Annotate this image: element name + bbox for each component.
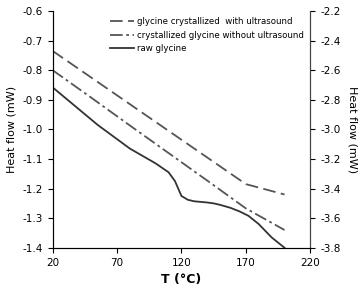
glycine crystallized  with ultrasound	[282, 193, 287, 196]
raw glycine	[173, 179, 177, 183]
Legend: glycine crystallized  with ultrasound, crystallized glycine without ultrasound, : glycine crystallized with ultrasound, cr…	[108, 15, 306, 55]
raw glycine	[166, 171, 171, 174]
glycine crystallized  with ultrasound	[89, 76, 94, 79]
glycine crystallized  with ultrasound	[128, 103, 132, 106]
raw glycine	[199, 200, 203, 204]
crystallized glycine without ultrasound	[166, 151, 171, 155]
X-axis label: T (°C): T (°C)	[161, 273, 202, 286]
raw glycine	[269, 236, 274, 239]
glycine crystallized  with ultrasound	[244, 182, 248, 186]
crystallized glycine without ultrasound	[50, 68, 55, 72]
crystallized glycine without ultrasound	[282, 228, 287, 232]
glycine crystallized  with ultrasound	[205, 156, 209, 159]
crystallized glycine without ultrasound	[89, 96, 94, 99]
raw glycine	[228, 206, 233, 209]
crystallized glycine without ultrasound	[205, 179, 209, 182]
raw glycine	[154, 162, 158, 165]
raw glycine	[95, 123, 100, 127]
glycine crystallized  with ultrasound	[50, 49, 55, 53]
raw glycine	[128, 147, 132, 150]
crystallized glycine without ultrasound	[128, 124, 132, 127]
raw glycine	[179, 194, 183, 198]
raw glycine	[211, 202, 216, 205]
raw glycine	[186, 198, 190, 202]
Line: glycine crystallized  with ultrasound: glycine crystallized with ultrasound	[52, 51, 285, 195]
raw glycine	[282, 246, 287, 250]
Line: raw glycine: raw glycine	[52, 87, 285, 248]
raw glycine	[218, 203, 222, 207]
crystallized glycine without ultrasound	[244, 207, 248, 210]
raw glycine	[246, 214, 251, 218]
glycine crystallized  with ultrasound	[166, 129, 171, 133]
Y-axis label: Heat flow (mW): Heat flow (mW)	[347, 86, 357, 173]
raw glycine	[50, 86, 55, 89]
raw glycine	[192, 200, 197, 203]
raw glycine	[237, 209, 242, 213]
raw glycine	[257, 222, 261, 226]
Y-axis label: Heat flow (mW): Heat flow (mW)	[7, 86, 17, 173]
raw glycine	[205, 201, 209, 204]
Line: crystallized glycine without ultrasound: crystallized glycine without ultrasound	[52, 70, 285, 230]
